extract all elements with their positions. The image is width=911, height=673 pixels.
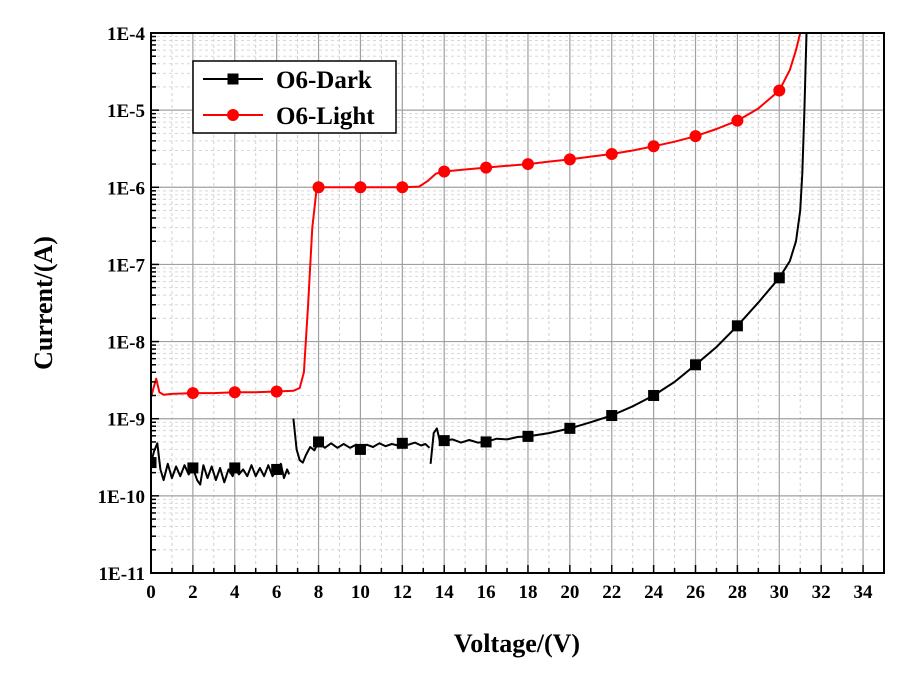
data-point-square: [229, 462, 241, 474]
x-tick-label: 8: [314, 582, 324, 603]
data-point-square: [773, 272, 785, 284]
x-tick-label: 2: [188, 582, 198, 603]
data-point-circle: [605, 148, 618, 161]
data-point-square: [396, 437, 408, 449]
y-tick-label: 1E-11: [99, 564, 145, 585]
data-point-circle: [186, 387, 199, 400]
y-tick-label: 1E-10: [98, 487, 146, 508]
data-point-square: [606, 410, 618, 422]
data-point-square: [354, 443, 366, 455]
data-point-circle: [647, 140, 660, 153]
x-tick-label: 0: [146, 582, 156, 603]
data-point-square: [187, 462, 199, 474]
data-point-circle: [731, 114, 744, 127]
data-point-square: [648, 389, 660, 401]
y-axis-label: Current/(A): [29, 236, 58, 370]
x-tick-label: 10: [351, 582, 370, 603]
legend-marker-square: [227, 73, 239, 85]
data-point-circle: [521, 158, 534, 171]
data-point-circle: [270, 385, 283, 398]
x-tick-label: 4: [230, 582, 240, 603]
x-tick-label: 20: [560, 582, 579, 603]
y-tick-label: 1E-4: [107, 24, 146, 45]
data-point-circle: [480, 161, 493, 174]
data-point-square: [151, 457, 157, 469]
x-tick-label: 6: [272, 582, 282, 603]
legend-marker-circle: [227, 109, 239, 121]
y-tick-label: 1E-7: [107, 255, 146, 276]
y-tick-label: 1E-8: [107, 333, 145, 354]
x-tick-label: 16: [477, 582, 496, 603]
plot-frame: [150, 32, 885, 574]
x-axis-label: Voltage/(V): [454, 629, 580, 658]
data-point-circle: [354, 181, 367, 194]
data-point-circle: [228, 386, 241, 399]
axis-ticks: 0 2 4 6 8 10 12 14 16 18 20 22 24 26 28 30 32 341E-111E-1…: [98, 24, 885, 603]
y-tick-label: 1E-6: [107, 178, 145, 199]
series-layer: [151, 33, 808, 486]
data-point-square: [731, 320, 743, 332]
legend: O6-Dark O6-Light: [192, 60, 397, 134]
y-tick-label: 1E-5: [107, 101, 145, 122]
x-tick-label: 14: [435, 582, 455, 603]
data-point-circle: [689, 130, 702, 143]
y-tick-label: 1E-9: [107, 410, 145, 431]
x-tick-label: 32: [812, 582, 831, 603]
data-point-circle: [312, 181, 325, 194]
data-point-square: [480, 436, 492, 448]
series-line-o6-light: [151, 33, 802, 398]
x-tick-label: 22: [602, 582, 621, 603]
x-tick-label: 12: [393, 582, 412, 603]
data-point-circle: [773, 84, 786, 97]
x-tick-label: 26: [686, 582, 705, 603]
data-point-circle: [438, 165, 451, 178]
x-tick-label: 24: [644, 582, 664, 603]
legend-label: O6-Dark: [276, 67, 372, 94]
series-line-o6-dark: [429, 33, 808, 464]
data-point-square: [438, 435, 450, 447]
legend-box: [192, 60, 397, 134]
x-tick-label: 34: [854, 582, 874, 603]
series-line-o6-dark: [151, 442, 291, 486]
data-point-square: [271, 463, 283, 475]
data-point-circle: [563, 153, 576, 166]
x-tick-label: 28: [728, 582, 747, 603]
data-point-square: [564, 422, 576, 434]
legend-label: O6-Light: [276, 103, 375, 130]
data-point-square: [522, 430, 534, 442]
data-point-square: [313, 436, 325, 448]
data-point-circle: [396, 181, 409, 194]
data-point-square: [690, 359, 702, 371]
x-tick-label: 18: [518, 582, 537, 603]
x-tick-label: 30: [770, 582, 789, 603]
